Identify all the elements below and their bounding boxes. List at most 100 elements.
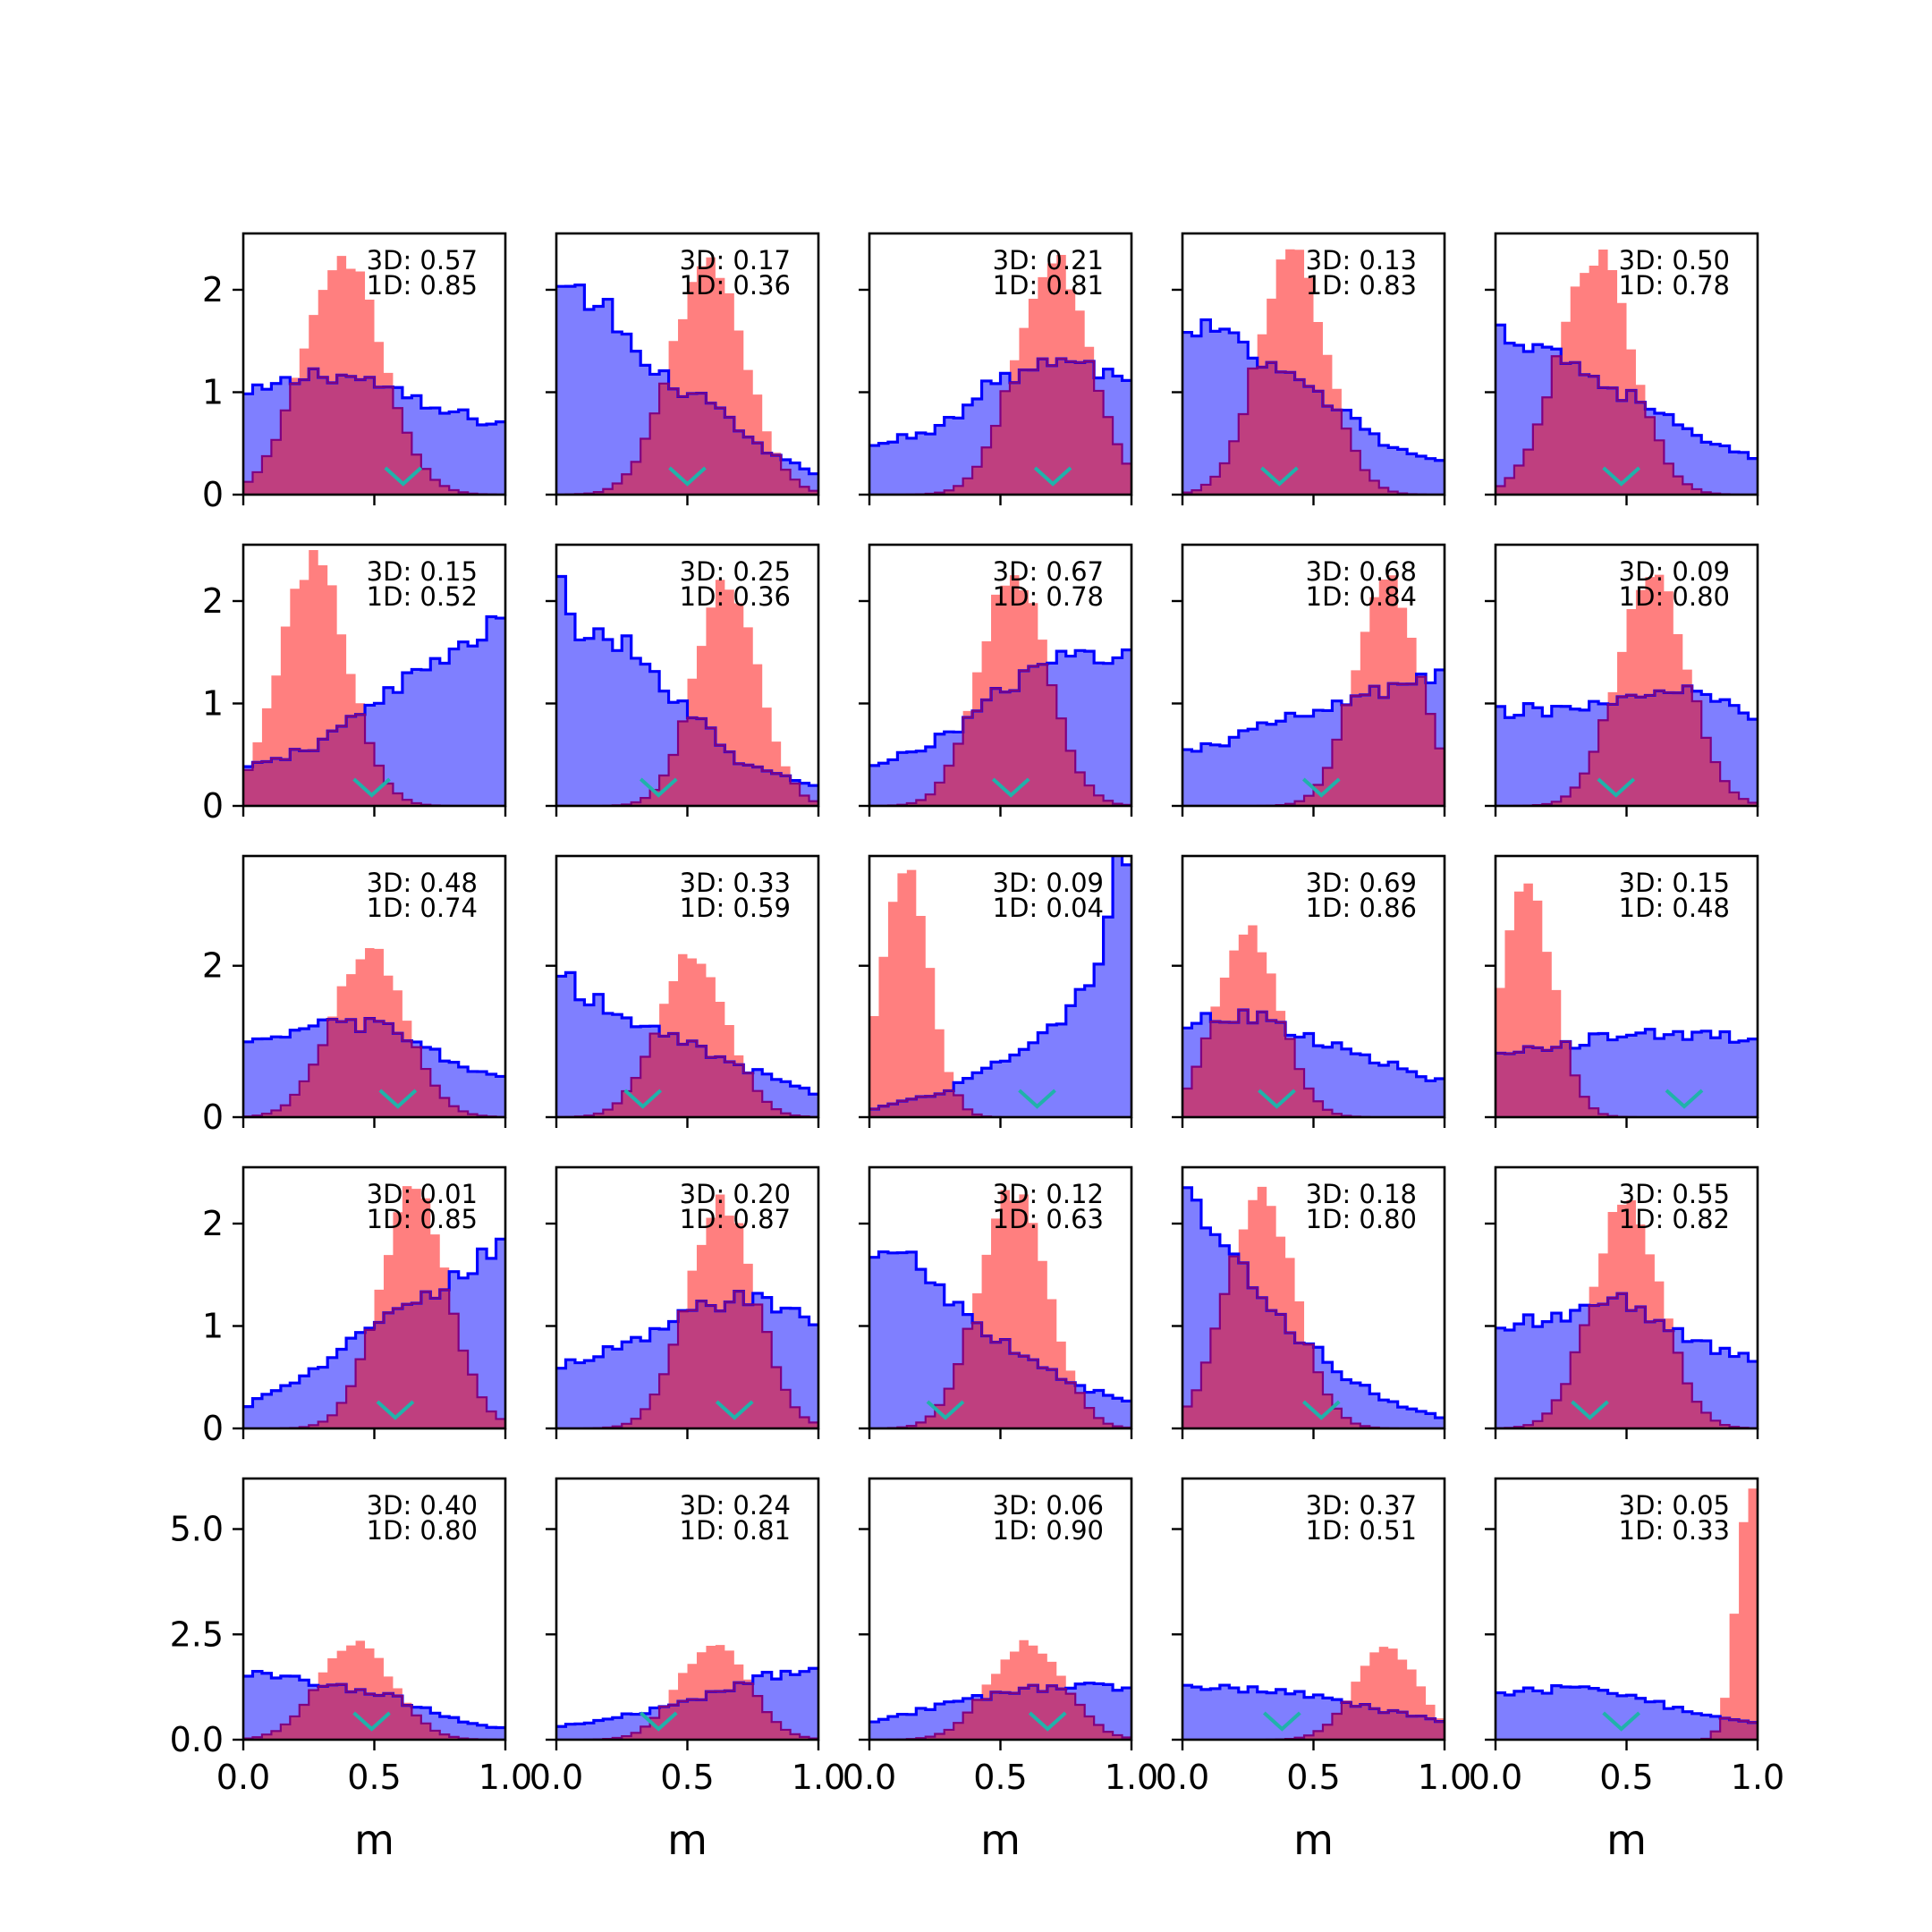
overlap-histogram-fill (1182, 676, 1445, 806)
y-tick-label: 1 (202, 1306, 224, 1345)
panel-plot-area (556, 1194, 818, 1428)
overlap-histogram-outline (243, 1683, 505, 1740)
annotation-1d: 1D: 0.36 (680, 270, 791, 301)
annotation-1d: 1D: 0.52 (367, 581, 478, 612)
y-tick-label: 2 (202, 1204, 224, 1243)
overlap-histogram-fill (243, 369, 505, 495)
blue-histogram-fill (1496, 1685, 1758, 1740)
y-tick-label: 2.5 (170, 1614, 224, 1654)
overlap-histogram-fill (869, 1685, 1131, 1740)
annotation-3d: 3D: 0.21 (993, 245, 1104, 275)
marker-chevron (1260, 466, 1299, 487)
red-histogram-fill (243, 550, 505, 806)
blue-histogram-fill (869, 856, 1131, 1117)
annotation-3d: 3D: 0.50 (1619, 245, 1730, 275)
overlap-histogram-outline (243, 1017, 505, 1117)
annotation-3d: 3D: 0.12 (993, 1179, 1104, 1209)
annotation-3d: 3D: 0.48 (367, 868, 478, 898)
x-axis-label: m (667, 1816, 708, 1864)
overlap-histogram-fill (556, 383, 818, 495)
annotation-3d: 3D: 0.17 (680, 245, 791, 275)
annotation-1d: 1D: 0.04 (993, 893, 1104, 923)
marker-chevron (1597, 777, 1636, 798)
y-tick-label: 2 (202, 946, 224, 986)
x-axis-label: m (1293, 1816, 1334, 1864)
overlap-histogram-fill (1182, 1256, 1445, 1428)
marker-chevron (1028, 1711, 1067, 1732)
overlap-histogram-outline (1182, 361, 1445, 495)
annotation-3d: 3D: 0.05 (1619, 1490, 1730, 1521)
annotation-1d: 1D: 0.78 (993, 581, 1104, 612)
red-histogram-fill (556, 257, 818, 495)
marker-chevron (1033, 466, 1072, 487)
marker-chevron (1263, 1711, 1301, 1732)
panel-plot-area (869, 575, 1131, 806)
annotation-1d: 1D: 0.84 (1306, 581, 1417, 612)
overlap-histogram-outline (869, 1321, 1131, 1428)
annotation-1d: 1D: 0.82 (1619, 1204, 1730, 1234)
marker-chevron (991, 777, 1030, 798)
y-tick-label: 0 (202, 1097, 224, 1137)
overlap-histogram-fill (556, 717, 818, 806)
overlap-histogram-outline (1496, 1716, 1758, 1740)
annotation-1d: 1D: 0.33 (1619, 1515, 1730, 1546)
overlap-histogram-outline (869, 1089, 1131, 1117)
x-tick-label: 0.0 (1156, 1758, 1209, 1797)
y-tick-label: 0 (202, 475, 224, 514)
annotation-3d: 3D: 0.15 (367, 556, 478, 587)
overlap-histogram-outline (1496, 1040, 1758, 1117)
annotation-1d: 1D: 0.80 (1306, 1204, 1417, 1234)
marker-chevron (1602, 1711, 1640, 1732)
marker-chevron (668, 466, 707, 487)
annotation-1d: 1D: 0.80 (367, 1515, 478, 1546)
panel-plot-area (1496, 1488, 1758, 1740)
annotation-3d: 3D: 0.09 (993, 868, 1104, 898)
annotation-1d: 1D: 0.83 (1306, 270, 1417, 301)
panel-plot-area (1182, 249, 1445, 495)
marker-chevron (926, 1400, 965, 1420)
x-tick-label: 1.0 (1418, 1758, 1471, 1797)
y-tick-label: 1 (202, 683, 224, 723)
marker-chevron (352, 1711, 391, 1732)
overlap-histogram-outline (556, 1032, 818, 1117)
x-tick-label: 0.0 (530, 1758, 583, 1797)
red-histogram-fill (869, 869, 1131, 1117)
panel-plot-area (1182, 1647, 1445, 1740)
annotation-1d: 1D: 0.74 (367, 893, 478, 923)
panel-plot-area (243, 256, 505, 495)
overlap-histogram-fill (1182, 1010, 1445, 1117)
overlap-histogram-outline (556, 382, 818, 495)
panel-plot-area (869, 1190, 1131, 1428)
x-tick-label: 0.0 (1469, 1758, 1522, 1797)
y-tick-label: 0 (202, 786, 224, 826)
panel-plot-area (1182, 1186, 1445, 1428)
x-tick-label: 0.5 (1599, 1758, 1653, 1797)
marker-chevron (1571, 1400, 1609, 1420)
overlap-histogram-fill (1496, 356, 1758, 495)
marker-chevron (1301, 777, 1341, 798)
x-axis-label: m (980, 1816, 1021, 1864)
marker-chevron (378, 1089, 418, 1109)
marker-chevron (715, 1400, 754, 1420)
annotation-1d: 1D: 0.85 (367, 270, 478, 301)
annotation-1d: 1D: 0.81 (680, 1515, 791, 1546)
panel-plot-area (1496, 883, 1758, 1117)
marker-chevron (376, 1400, 415, 1420)
overlap-histogram-outline (1496, 355, 1758, 495)
overlap-histogram-fill (869, 1322, 1131, 1428)
annotation-1d: 1D: 0.78 (1619, 270, 1730, 301)
annotation-3d: 3D: 0.06 (993, 1490, 1104, 1521)
annotation-1d: 1D: 0.51 (1306, 1515, 1417, 1546)
